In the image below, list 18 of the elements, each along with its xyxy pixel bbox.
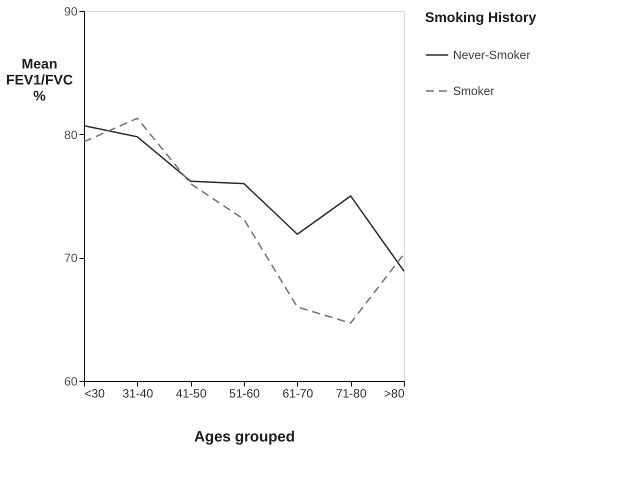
y-tick-label: 70 bbox=[64, 251, 78, 266]
x-tick-label: <30 bbox=[84, 386, 106, 400]
y-axis-title: Mean FEV1/FVC % bbox=[6, 56, 73, 104]
line-series bbox=[83, 124, 405, 272]
x-tick-label: 41-50 bbox=[176, 386, 207, 400]
x-axis-title: Ages grouped bbox=[194, 428, 295, 446]
x-tick-label: >80 bbox=[384, 386, 405, 400]
legend-title: Smoking History bbox=[425, 9, 536, 25]
y-tick-label: 90 bbox=[64, 4, 78, 18]
line-series bbox=[83, 118, 405, 324]
x-tick-label: 51-60 bbox=[229, 386, 260, 400]
x-tick-label: 71-80 bbox=[336, 386, 367, 400]
legend-label: Never-Smoker bbox=[453, 48, 530, 62]
legend-label: Smoker bbox=[453, 84, 494, 98]
x-tick-label: 61-70 bbox=[282, 386, 314, 400]
x-tick-label: 31-40 bbox=[122, 386, 154, 400]
y-tick-label: 60 bbox=[64, 374, 78, 388]
y-tick-label: 80 bbox=[64, 128, 78, 142]
